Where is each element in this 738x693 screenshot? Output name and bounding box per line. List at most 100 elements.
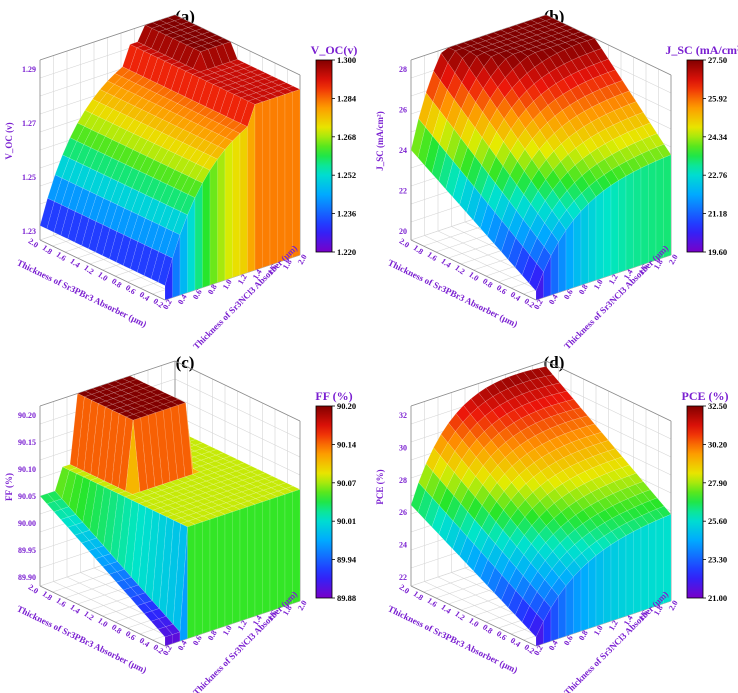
panel-label: (c)	[176, 353, 195, 372]
right-axis-tick: 1.6	[637, 263, 650, 276]
left-axis-tick: 0.4	[138, 290, 151, 303]
surface-cell	[461, 448, 477, 469]
right-axis-tick: 0.4	[547, 639, 560, 652]
colorbar-tick: 30.20	[708, 439, 727, 449]
surface-cell	[166, 508, 183, 515]
z-tick-label: 90.00	[18, 519, 36, 528]
surface-cell	[174, 505, 190, 513]
right-axis-tick: 0.4	[547, 293, 560, 306]
surface-cell	[120, 393, 136, 400]
colorbar-tick: 89.94	[337, 555, 357, 565]
colorbar-tick: 1.220	[337, 247, 356, 257]
surface-cell	[117, 490, 134, 498]
colorbar-tick: 27.50	[708, 55, 727, 65]
surface-cell	[270, 490, 286, 498]
surface-cell	[285, 485, 301, 493]
surface-cell	[158, 28, 174, 36]
surface-cell	[446, 495, 461, 522]
surface-cell	[455, 421, 471, 441]
left-axis-tick: 1.4	[439, 603, 452, 616]
surface-cell	[514, 245, 530, 276]
colorbar-tick: 90.01	[337, 516, 356, 526]
surface-side	[595, 190, 604, 281]
surface-side	[610, 539, 619, 622]
surface-cell	[89, 477, 106, 484]
right-axis-tick: 0.8	[577, 629, 590, 642]
surface-cell	[139, 156, 155, 175]
z-tick-label: 90.10	[18, 465, 36, 474]
right-axis-tick: 0.4	[176, 293, 189, 306]
surface-cell	[498, 50, 514, 60]
surface-cell	[162, 407, 178, 483]
surface-cell	[204, 109, 221, 121]
surface-cell	[90, 397, 107, 404]
surface-cell	[592, 89, 608, 104]
colorbar-tick: 90.07	[337, 478, 357, 488]
right-axis-tick: 1.0	[592, 624, 605, 637]
surface-cell	[583, 492, 599, 506]
surface-cell	[447, 44, 464, 52]
surface-cell	[76, 390, 93, 398]
surface-cell	[95, 555, 111, 567]
surface-cell	[176, 482, 192, 489]
surface-cell	[480, 203, 496, 237]
surface-cell	[521, 31, 538, 38]
surface-cell	[116, 234, 132, 266]
z-tick-label: 1.23	[22, 227, 36, 236]
right-axis-tick: 0.6	[562, 634, 575, 647]
surface-cell	[135, 382, 152, 389]
surface-cell	[198, 480, 214, 488]
surface-cell	[145, 509, 160, 602]
surface-cell	[106, 380, 123, 388]
surface-cell	[97, 400, 114, 408]
colorbar-tick: 25.92	[708, 93, 727, 103]
colorbar-tick: 24.34	[708, 132, 728, 142]
surface-cell	[581, 546, 597, 563]
left-axis-tick: 0.8	[481, 277, 494, 290]
surface-cell	[538, 366, 554, 377]
right-axis-tick: 0.8	[577, 283, 590, 296]
surface-side	[202, 169, 211, 288]
surface-cell	[518, 108, 534, 129]
colorbar	[686, 59, 704, 253]
colorbar	[686, 405, 704, 599]
z-tick-label: 24	[399, 541, 407, 550]
surface-cell	[195, 515, 211, 523]
surface-cell	[96, 480, 113, 488]
surface-cell	[102, 563, 118, 575]
colorbar-title: J_SC (mA/cm²)	[665, 43, 738, 57]
surface-cell	[240, 100, 256, 127]
surface-cell	[138, 494, 155, 502]
left-axis-tick: 1.8	[41, 243, 54, 256]
surface-cell	[439, 119, 455, 154]
surface-cell	[148, 400, 165, 408]
surface-cell	[573, 552, 589, 570]
surface-cell	[461, 67, 477, 93]
surface-side	[618, 535, 627, 619]
surface-side	[648, 520, 657, 609]
surface-cell	[114, 76, 130, 88]
right-axis-tick: 0.8	[206, 629, 219, 642]
right-axis-tick: 1.4	[622, 268, 635, 281]
surface-cell	[499, 38, 515, 46]
surface-cell	[84, 98, 100, 114]
surface-cell	[159, 504, 176, 512]
surface-side	[588, 196, 597, 283]
surface-cell	[190, 483, 207, 490]
right-axis-tick: 1.4	[622, 614, 635, 627]
surface-cell	[579, 34, 596, 42]
surface-cell	[140, 125, 156, 141]
colorbar-tick: 1.300	[337, 55, 356, 65]
surface-cell	[165, 38, 180, 59]
colorbar-tick: 21.18	[708, 209, 727, 219]
surface-cell	[528, 613, 544, 638]
z-tick-label: 28	[399, 476, 407, 485]
colorbar-tick: 21.00	[708, 593, 727, 603]
right-axis-tick: 0.4	[176, 639, 189, 652]
surface-cell	[234, 485, 250, 493]
surface-cell	[140, 414, 156, 490]
surface-cell	[195, 509, 212, 517]
surface-cell	[131, 497, 147, 504]
surface-cell	[53, 508, 69, 520]
